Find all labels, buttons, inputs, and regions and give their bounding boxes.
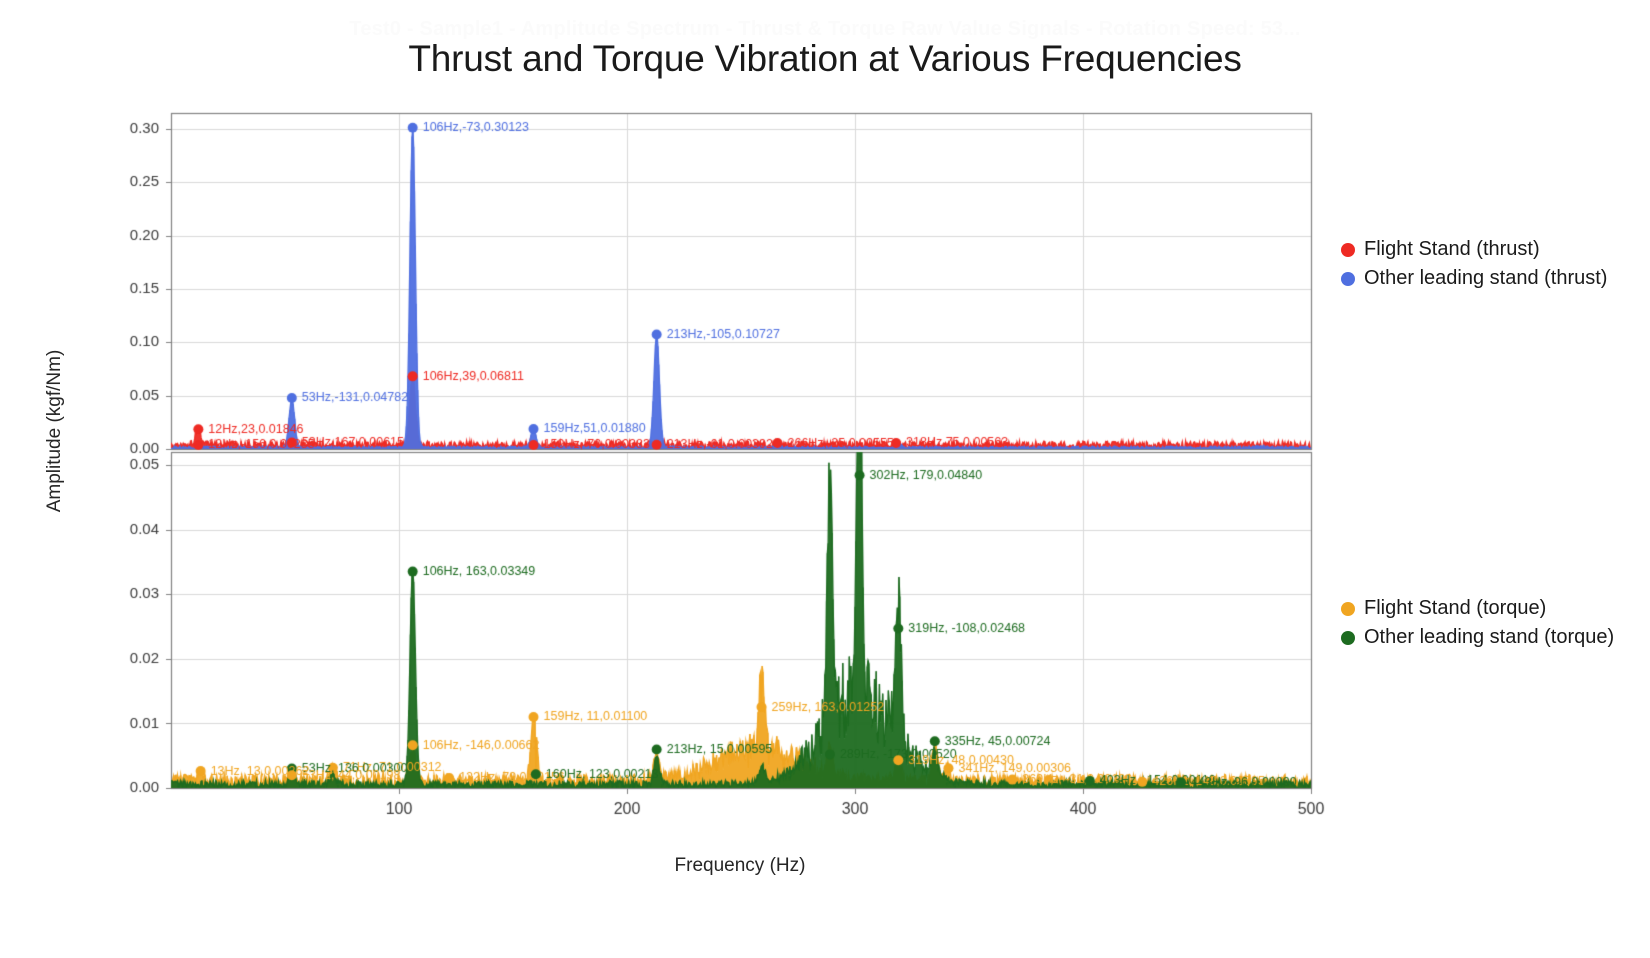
legend-swatch-icon [1341, 272, 1355, 287]
legend-label: Other leading stand (torque) [1364, 626, 1615, 649]
x-axis-label: Frequency (Hz) [674, 855, 806, 876]
legend-item-flight-stand-torque[interactable]: Flight Stand (torque) [1341, 595, 1614, 621]
legend-label: Other leading stand (thrust) [1364, 267, 1608, 290]
legend-item-flight-stand-thrust[interactable]: Flight Stand (thrust) [1341, 236, 1607, 262]
legend-label: Flight Stand (torque) [1364, 597, 1547, 619]
legend-swatch-icon [1341, 243, 1355, 257]
legend-item-other-leading-stand-thrust[interactable]: Other leading stand (thrust) [1341, 265, 1607, 291]
legend-swatch-icon [1341, 631, 1355, 646]
legend-torque: Flight Stand (torque) Other leading stan… [1341, 595, 1614, 654]
legend-item-other-leading-stand-torque[interactable]: Other leading stand (torque) [1341, 624, 1614, 650]
legend-label: Flight Stand (thrust) [1364, 238, 1540, 260]
legend-thrust: Flight Stand (thrust) Other leading stan… [1341, 236, 1607, 295]
legend-swatch-icon [1341, 602, 1355, 616]
y-axis-label: Amplitude (kgf/Nm) [44, 349, 65, 513]
